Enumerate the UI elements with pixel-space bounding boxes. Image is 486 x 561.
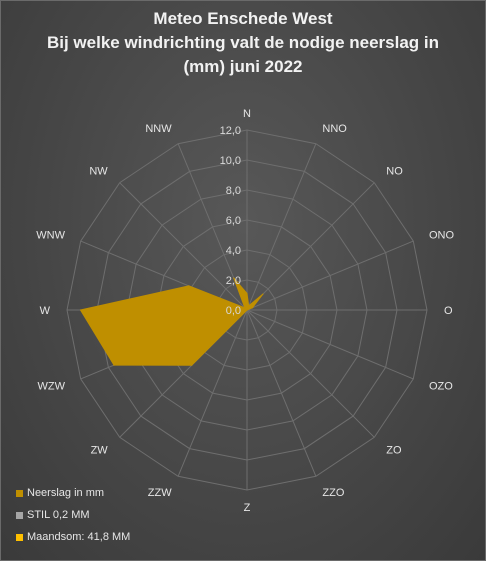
direction-label-wzw: WZW xyxy=(38,380,66,392)
series-area-0 xyxy=(80,277,264,366)
legend-label-maandsom: Maandsom: 41,8 MM xyxy=(27,531,131,543)
direction-label-zzw: ZZW xyxy=(148,487,172,499)
tick-label-0: 0,0 xyxy=(226,305,241,317)
data-point-wzw xyxy=(113,364,115,366)
chart-title: Meteo Enschede West Bij welke windrichti… xyxy=(47,9,439,76)
spoke-nw xyxy=(119,182,248,311)
data-point-no xyxy=(262,293,264,295)
direction-label-zw: ZW xyxy=(91,444,109,456)
legend-swatch-maandsom xyxy=(16,533,23,541)
spoke-no xyxy=(246,182,375,311)
tick-label-5: 10,0 xyxy=(220,155,241,167)
data-point-n xyxy=(246,292,248,295)
legend-swatch-stil xyxy=(16,511,23,519)
direction-label-nno: NNO xyxy=(322,123,347,135)
legend: Neerslag in mm STIL 0,2 MM Maandsom: 41,… xyxy=(16,482,130,548)
direction-label-ozo: OZO xyxy=(429,380,453,392)
legend-swatch-neerslag xyxy=(16,489,23,497)
direction-label-wnw: WNW xyxy=(36,230,65,242)
legend-item-maandsom: Maandsom: 41,8 MM xyxy=(16,526,130,548)
direction-label-no: NO xyxy=(386,166,403,178)
data-point-zw xyxy=(191,364,193,366)
spoke-zzo xyxy=(246,309,317,477)
direction-label-z: Z xyxy=(244,502,251,514)
tick-label-3: 6,0 xyxy=(226,215,241,227)
direction-label-w: W xyxy=(40,305,51,317)
chart-title-line-1: Meteo Enschede West xyxy=(153,9,333,28)
spoke-ozo xyxy=(246,309,414,380)
direction-label-zzo: ZZO xyxy=(322,487,344,499)
radial-tick-labels: 0,0 2,0 4,0 6,0 8,0 10,0 12,0 xyxy=(220,125,241,317)
direction-label-nnw: NNW xyxy=(145,123,172,135)
spoke-zzw xyxy=(177,309,248,477)
data-point-nw xyxy=(244,307,246,309)
data-point-zzw xyxy=(246,309,248,311)
legend-label-neerslag: Neerslag in mm xyxy=(27,487,105,499)
radar-series xyxy=(79,277,264,366)
legend-item-neerslag: Neerslag in mm xyxy=(16,482,130,504)
tick-label-1: 2,0 xyxy=(226,275,241,287)
data-point-ono xyxy=(251,307,254,309)
data-point-w xyxy=(79,309,82,311)
legend-label-stil: STIL 0,2 MM xyxy=(27,509,90,521)
direction-label-o: O xyxy=(444,305,453,317)
chart-title-line-3: (mm) juni 2022 xyxy=(183,57,302,76)
direction-label-ono: ONO xyxy=(429,230,455,242)
spoke-ono xyxy=(246,240,414,311)
tick-label-4: 8,0 xyxy=(226,185,241,197)
chart-title-line-2: Bij welke windrichting valt de nodige ne… xyxy=(47,33,439,52)
direction-labels: N NNO NO ONO O OZO ZO ZZO Z ZZW ZW WZW W WNW NW NNW xyxy=(36,108,454,514)
direction-label-n: N xyxy=(243,108,251,120)
data-point-nno xyxy=(248,305,250,307)
tick-label-2: 4,0 xyxy=(226,245,241,257)
legend-item-stil: STIL 0,2 MM xyxy=(16,504,130,526)
data-point-wnw xyxy=(188,285,190,287)
direction-label-nw: NW xyxy=(89,166,108,178)
data-point-nnw xyxy=(233,277,235,279)
spoke-nno xyxy=(246,143,317,311)
direction-label-zo: ZO xyxy=(386,444,402,456)
spoke-zo xyxy=(246,309,375,438)
tick-label-6: 12,0 xyxy=(220,125,241,137)
